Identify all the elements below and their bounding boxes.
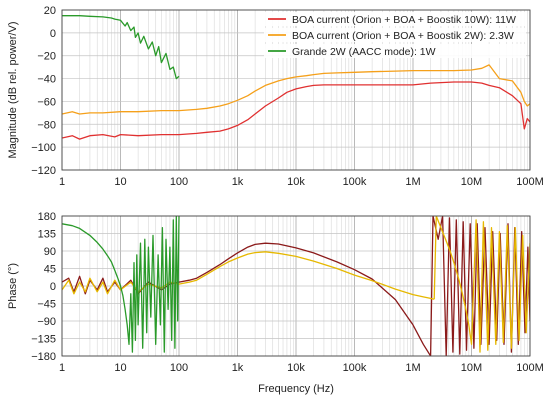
- y-axis-title: Magnitude (dB rel. power/V): [7, 22, 19, 159]
- series-group: [62, 216, 530, 356]
- y-tick-label: 45: [44, 264, 56, 276]
- y-tick-label: −20: [37, 51, 56, 63]
- series-line-1: [62, 64, 530, 115]
- series-line-2: [62, 251, 435, 300]
- y-tick-label: −90: [37, 316, 56, 328]
- y-tick-label: 0: [50, 281, 56, 293]
- x-tick-label: 100M: [516, 362, 544, 374]
- x-tick-label: 10: [114, 362, 126, 374]
- legend-entry: BOA current (Orion + BOA + Boostik 2W): …: [292, 30, 514, 42]
- legend-entry: BOA current (Orion + BOA + Boostik 10W):…: [292, 14, 516, 26]
- y-tick-label: −80: [37, 119, 56, 131]
- x-tick-label: 1M: [405, 362, 420, 374]
- plot-frame: [61, 9, 531, 171]
- series-line-0: [62, 81, 530, 140]
- legend-entry: Grande 2W (AACC mode): 1W: [292, 46, 436, 58]
- x-tick-label: 1k: [232, 362, 244, 374]
- x-tick-label: 1k: [232, 176, 244, 188]
- y-axis-title: Phase (°): [7, 263, 19, 309]
- legend-bg: [264, 44, 526, 58]
- x-tick-label: 100k: [343, 176, 367, 188]
- y-tick-label: −180: [31, 351, 56, 363]
- x-tick-label: 10M: [461, 362, 482, 374]
- plot-frame: [61, 215, 531, 357]
- grid: [61, 215, 531, 357]
- y-tick-label: −135: [31, 334, 56, 346]
- legend-bg: [264, 28, 526, 42]
- x-tick-label: 100: [170, 176, 188, 188]
- y-tick-label: −60: [37, 96, 56, 108]
- x-tick-label: 10k: [287, 176, 305, 188]
- series-line-0: [62, 242, 432, 356]
- x-tick-label: 1: [59, 176, 65, 188]
- y-tick-label: 180: [38, 211, 56, 223]
- series-line-2: [62, 15, 180, 80]
- x-tick-label: 10k: [287, 362, 305, 374]
- y-tick-label: 90: [44, 246, 56, 258]
- y-tick-label: −100: [31, 142, 56, 154]
- series-group: [62, 15, 530, 140]
- x-tick-label: 10M: [461, 176, 482, 188]
- x-tick-label: 100: [170, 362, 188, 374]
- legend: BOA current (Orion + BOA + Boostik 10W):…: [264, 12, 526, 58]
- y-tick-label: −120: [31, 165, 56, 177]
- x-axis-title: Frequency (Hz): [258, 383, 334, 395]
- y-tick-label: −45: [37, 299, 56, 311]
- series-line-4: [62, 216, 180, 353]
- x-tick-label: 1: [59, 362, 65, 374]
- y-tick-label: 135: [38, 229, 56, 241]
- y-tick-label: −40: [37, 74, 56, 86]
- y-tick-label: 20: [44, 5, 56, 17]
- x-tick-label: 100k: [343, 362, 367, 374]
- y-tick-label: 0: [50, 28, 56, 40]
- magnitude-plot: 1 10 100 1k 10k 100k 1M 10M 100M 20 0 −20 −40 −60 −80 −…: [7, 5, 544, 188]
- series-line-3: [433, 216, 530, 353]
- x-tick-label: 1M: [405, 176, 420, 188]
- phase-plot: 1 10 100 1k 10k 100k 1M 10M 100M 180 135 90 45 0 −45 −9…: [7, 211, 544, 395]
- legend-bg: [264, 12, 526, 26]
- x-tick-label: 10: [114, 176, 126, 188]
- x-tick-label: 100M: [516, 176, 544, 188]
